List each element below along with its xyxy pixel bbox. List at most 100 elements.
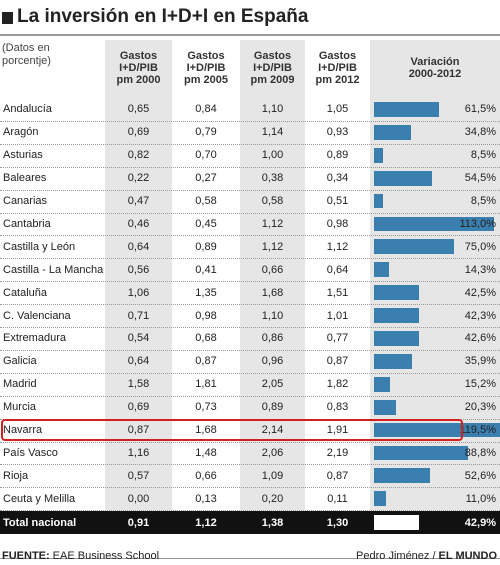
cell-value: 0,51 [326, 195, 349, 208]
column-bg [105, 40, 172, 510]
row-name: Castilla - La Mancha [3, 263, 104, 276]
cell-value: 0,89 [261, 401, 284, 414]
variation-bar [374, 239, 454, 255]
cell-value: 0,64 [127, 240, 150, 253]
row-name: Cantabria [3, 217, 51, 230]
footer-source: FUENTE: EAE Business School [2, 548, 159, 564]
cell-value: 0,56 [127, 263, 150, 276]
title-square [2, 12, 13, 24]
variation-label: 54,5% [464, 172, 496, 185]
note-line: (Datos en [2, 42, 50, 54]
row-name: Rioja [3, 469, 29, 482]
variation-bar [374, 124, 411, 140]
cell-value: 1,48 [195, 446, 217, 459]
cell-value: 0,69 [127, 126, 150, 139]
row-divider [0, 510, 500, 512]
variation-label: 35,9% [464, 355, 496, 368]
cell-value: 2,14 [261, 424, 284, 437]
cell-value: 0,64 [326, 263, 349, 276]
cell-value: 0,87 [326, 355, 349, 368]
row-name: Ceuta y Melilla [3, 492, 76, 505]
cell-value: 0,83 [326, 401, 349, 414]
cell-value: 1,68 [261, 286, 284, 299]
column-header: Gastos I+D/PIB pm 2012 [305, 46, 370, 90]
cell-value: 0,46 [127, 217, 150, 230]
variation-bar [374, 147, 383, 163]
variation-bar [374, 170, 432, 186]
variation-label: 61,5% [464, 103, 496, 116]
row-name: Galicia [3, 355, 37, 368]
cell-value: 1,68 [195, 424, 217, 437]
cell-value: 0,98 [195, 309, 217, 322]
cell-value: 2,19 [326, 446, 349, 459]
row-name: C. Valenciana [3, 309, 71, 322]
row-name: Extremadura [3, 332, 66, 345]
row-divider [0, 372, 500, 374]
cell-value: 0,87 [195, 355, 217, 368]
outlet: EL MUNDO [438, 550, 497, 562]
cell-value: 0,98 [326, 217, 349, 230]
cell-value: 1,12 [261, 240, 284, 253]
variation-label: 52,6% [464, 469, 496, 482]
cell-value: 2,06 [261, 446, 284, 459]
variation-bar [374, 468, 430, 484]
cell-value: 0,58 [261, 195, 284, 208]
cell-value: 0,93 [326, 126, 349, 139]
row-name: Asturias [3, 149, 43, 162]
row-divider [0, 281, 500, 283]
variation-label: 88,8% [464, 446, 496, 459]
header-line: pm 2000 [116, 74, 161, 86]
cell-value: 0,45 [195, 217, 217, 230]
note-line: porcentje) [2, 55, 51, 67]
header-note: (Datos en porcentje) [2, 42, 102, 78]
author: Pedro Jiménez / [356, 550, 436, 562]
column-header: Gastos I+D/PIB pm 2009 [240, 46, 305, 90]
variation-bar [374, 515, 420, 531]
header-line: pm 2012 [315, 74, 360, 86]
cell-value: 1,16 [127, 446, 150, 459]
cell-value: 0,77 [326, 332, 349, 345]
row-name: País Vasco [3, 446, 58, 459]
header-line: I+D/PIB [119, 62, 158, 74]
variation-label: 8,5% [470, 149, 496, 162]
cell-value: 1,12 [261, 217, 284, 230]
row-name: Madrid [3, 378, 37, 391]
cell-value: 1,38 [261, 516, 284, 529]
variation-bar [374, 285, 420, 301]
cell-value: 0,57 [127, 469, 150, 482]
cell-value: 0,27 [195, 172, 217, 185]
variation-label: 15,2% [464, 378, 496, 391]
row-divider [0, 441, 500, 443]
cell-value: 1,10 [261, 309, 284, 322]
variation-bar [374, 491, 386, 507]
header-line: I+D/PIB [186, 62, 226, 74]
cell-value: 1,82 [326, 378, 349, 391]
row-divider [0, 349, 500, 351]
cell-value: 0,22 [127, 172, 150, 185]
rule [0, 34, 500, 36]
row-name: Andalucía [3, 103, 52, 116]
cell-value: 0,13 [195, 492, 217, 505]
cell-value: 2,05 [261, 378, 284, 391]
column-bg [240, 40, 305, 510]
variation-label: 20,3% [464, 401, 496, 414]
variation-bar [374, 308, 419, 323]
cell-value: 1,30 [326, 516, 349, 529]
cell-value: 1,12 [195, 516, 217, 529]
row-name: Baleares [3, 172, 47, 185]
cell-value: 0,71 [127, 309, 150, 322]
column-header: Gastos I+D/PIB pm 2005 [172, 46, 240, 90]
row-divider [0, 304, 500, 306]
cell-value: 1,09 [261, 469, 284, 482]
cell-value: 0,34 [326, 172, 349, 185]
row-divider [0, 166, 500, 168]
header-line: Gastos [187, 50, 225, 62]
cell-value: 0,11 [327, 492, 348, 505]
cell-value: 0,89 [326, 149, 349, 162]
row-name: Navarra [3, 424, 43, 437]
cell-value: 1,01 [326, 309, 349, 322]
header-line: pm 2009 [250, 74, 295, 86]
source-label: FUENTE: [2, 550, 50, 562]
cell-value: 0,84 [195, 103, 217, 116]
